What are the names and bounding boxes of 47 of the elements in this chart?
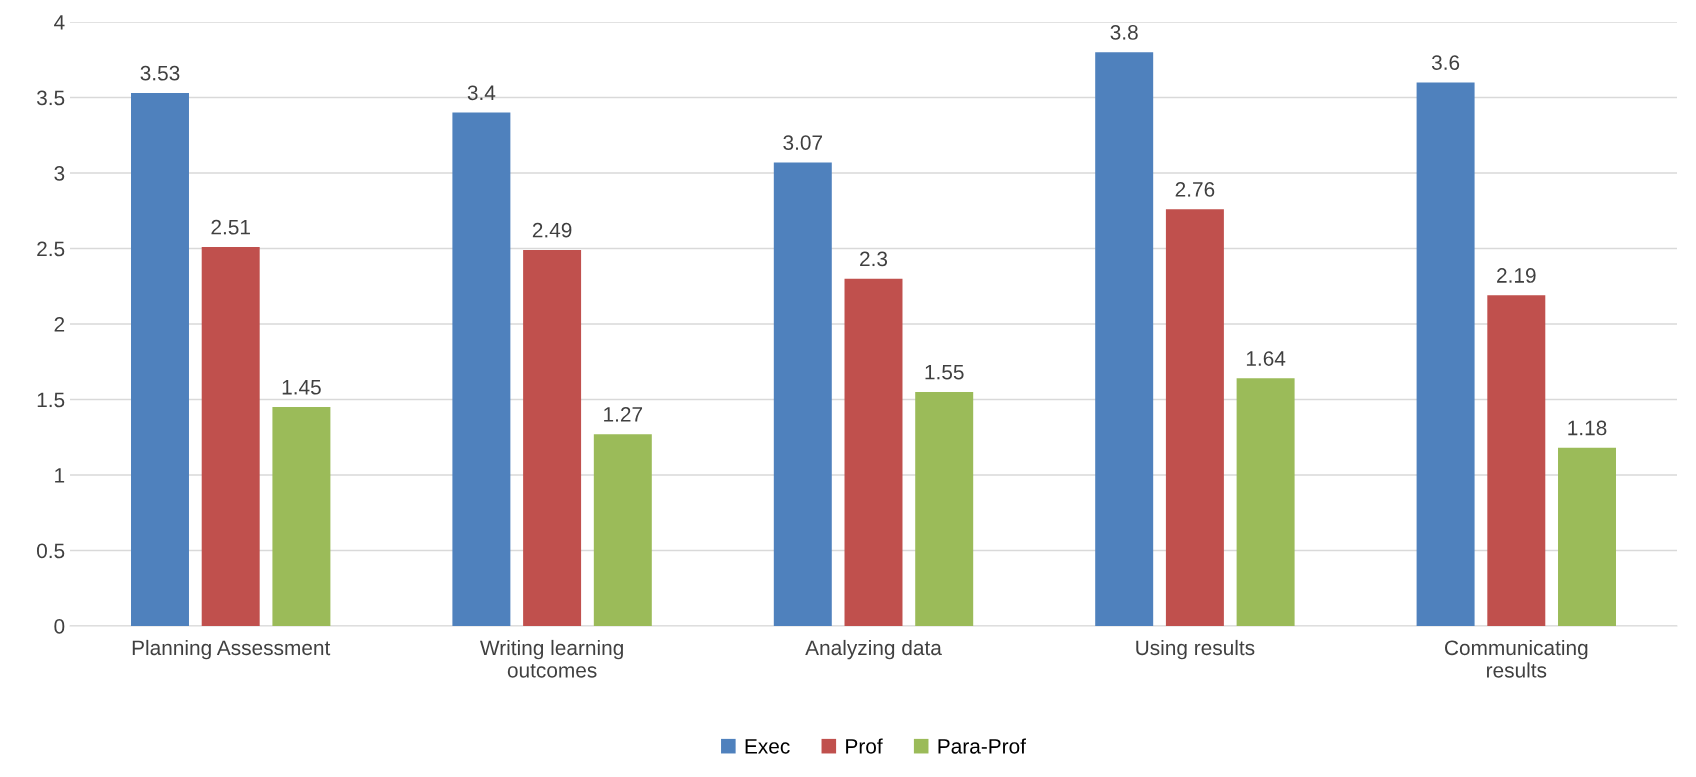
bar (131, 92, 189, 626)
x-tick-label: Communicating results (1444, 639, 1588, 678)
legend-label: Para-Prof (938, 738, 1026, 754)
data-label: 3.4 (467, 85, 496, 101)
bar (1558, 447, 1616, 626)
x-tick-label: Planning Assessment (132, 639, 331, 660)
data-label: 2.49 (532, 222, 572, 238)
y-tick-label: 0.5 (36, 543, 65, 559)
y-tick-label: 4 (54, 15, 65, 30)
bar (773, 162, 832, 626)
data-label: 1.55 (925, 364, 964, 380)
bar (844, 278, 903, 626)
data-label: 2.19 (1497, 268, 1536, 283)
bar (1095, 52, 1154, 626)
data-label: 1.45 (282, 380, 321, 395)
bar (593, 434, 652, 626)
data-label: 3.6 (1431, 55, 1460, 70)
y-tick-label: 0 (54, 619, 65, 634)
x-tick-label: Analyzing data (805, 639, 942, 660)
data-label: 2.76 (1175, 182, 1215, 197)
data-label: 1.18 (1568, 420, 1607, 436)
y-tick-label: 3.5 (36, 90, 65, 106)
y-tick-label: 2 (54, 317, 65, 332)
y-tick-label: 3 (54, 166, 65, 181)
data-label: 3.07 (783, 135, 823, 150)
data-label: 3.8 (1110, 25, 1138, 40)
x-tick-label: Using results (1136, 639, 1255, 660)
x-tick-label: Writing learning outcomes (480, 639, 623, 678)
bar (1416, 82, 1475, 626)
y-tick-label: 1 (55, 468, 65, 483)
bar (915, 391, 974, 626)
bar (201, 246, 260, 626)
data-label: 1.64 (1246, 351, 1286, 366)
bar (1487, 295, 1546, 626)
bar (452, 112, 511, 626)
bar (1165, 209, 1224, 626)
y-tick-label: 1.5 (37, 392, 65, 408)
legend-label: Prof (846, 738, 883, 754)
data-label: 2.51 (211, 219, 250, 235)
legend-label: Exec (745, 739, 790, 754)
data-label: 1.27 (604, 407, 643, 422)
bar (272, 407, 331, 626)
bar (1236, 378, 1295, 626)
data-label: 2.3 (860, 251, 888, 267)
bar (523, 250, 582, 626)
y-tick-label: 2.5 (37, 241, 65, 257)
data-label: 3.53 (140, 65, 180, 81)
